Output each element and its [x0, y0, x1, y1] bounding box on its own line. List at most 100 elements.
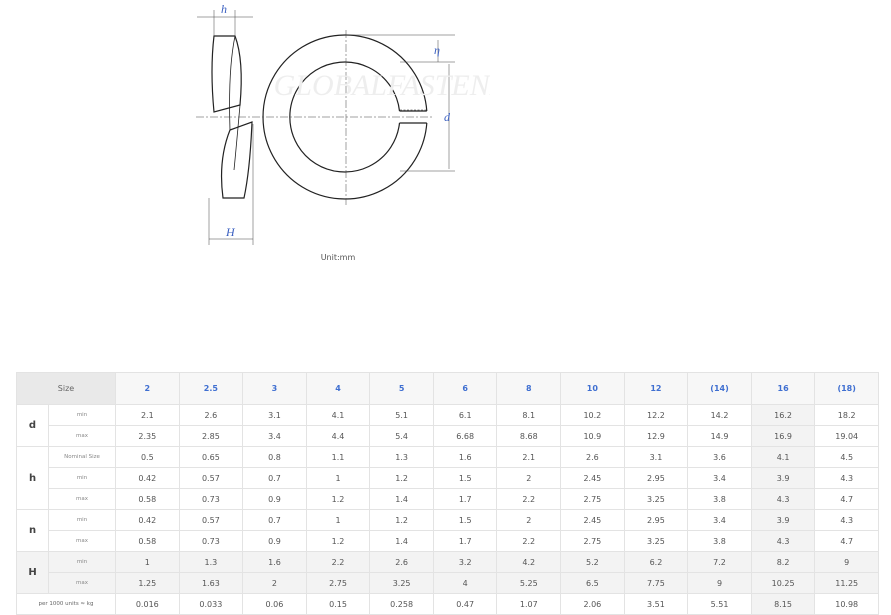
table-cell: 1.07 — [496, 593, 562, 615]
table-cell: 19.04 — [814, 425, 879, 447]
size-column-header: 8 — [496, 372, 562, 405]
table-cell: 1.25 — [115, 572, 180, 594]
table-cell: 2.95 — [623, 467, 689, 489]
table-cell: 0.58 — [115, 530, 180, 552]
table-cell: 4.3 — [814, 467, 879, 489]
table-cell: 1.3 — [369, 446, 434, 468]
table-row: d min 2.1 2.6 3.1 4.1 5.1 6.1 8.1 10.2 12.2 14.2 16.… — [16, 404, 879, 447]
table-cell: 1.4 — [369, 530, 434, 552]
table-cell: 7.75 — [623, 572, 689, 594]
table-cell: 2.75 — [560, 530, 625, 552]
table-cell: 3.9 — [750, 467, 816, 489]
table-cell: 1.6 — [432, 446, 498, 468]
table-cell: 1.5 — [432, 467, 498, 489]
table-cell: 4.1 — [750, 446, 816, 468]
table-cell: 1 — [305, 467, 371, 489]
table-cell: 0.57 — [178, 509, 244, 531]
table-cell: 0.73 — [178, 488, 244, 510]
size-column-header: (18) — [814, 372, 879, 405]
table-cell: 1.7 — [432, 488, 498, 510]
size-column-header: 2 — [115, 372, 180, 405]
row-label: max — [47, 425, 117, 447]
table-cell: 5.51 — [687, 593, 752, 615]
table-cell: 0.06 — [242, 593, 307, 615]
table-cell: 8.1 — [496, 404, 562, 426]
table-cell: 3.4 — [687, 509, 752, 531]
size-header: Size — [15, 372, 117, 405]
table-cell: 12.9 — [623, 425, 689, 447]
table-cell: 4.3 — [750, 488, 816, 510]
table-cell: 10.25 — [750, 572, 816, 594]
table-cell: 9 — [687, 572, 752, 594]
table-cell: 16.9 — [750, 425, 816, 447]
row-label: min — [47, 404, 117, 426]
table-cell: 2.2 — [305, 551, 371, 573]
size-column-header: 3 — [242, 372, 307, 405]
table-cell: 2.06 — [560, 593, 625, 615]
table-cell: 0.15 — [305, 593, 371, 615]
dimension-table: Size 2 2.5 3 4 5 6 8 10 12 (14) 16 (18) d min 2.1 2.6 3.… — [15, 372, 879, 615]
table-cell: 9 — [814, 551, 879, 573]
label-h: h — [221, 2, 227, 16]
table-cell: 1.6 — [242, 551, 307, 573]
table-cell: 12.2 — [623, 404, 689, 426]
group-label: h — [16, 446, 49, 510]
row-label: min — [47, 551, 117, 573]
table-row: max 2.35 2.85 3.4 4.4 5.4 6.68 8.68 10.9 12.9 14.9… — [17, 425, 879, 447]
table-cell: 1.4 — [369, 488, 434, 510]
table-cell: 1.7 — [432, 530, 498, 552]
size-column-header: 16 — [750, 372, 816, 405]
table-cell: 0.42 — [115, 509, 180, 531]
table-cell: 3.25 — [623, 530, 689, 552]
table-cell: 0.033 — [178, 593, 244, 615]
table-cell: 7.2 — [687, 551, 752, 573]
size-column-header: 4 — [305, 372, 371, 405]
table-cell: 2.45 — [560, 509, 625, 531]
table-cell: 5.4 — [369, 425, 434, 447]
table-cell: 8.15 — [750, 593, 816, 615]
table-cell: 4.2 — [496, 551, 562, 573]
table-row: n min 0.42 0.57 0.7 1 1.2 1.5 2 2.45 2.95 3.4 3.9 4.3 — [16, 509, 879, 552]
size-column-header: 10 — [560, 372, 625, 405]
table-cell: 1.1 — [305, 446, 371, 468]
table-cell: 4.7 — [814, 530, 879, 552]
size-column-header: (14) — [687, 372, 752, 405]
table-cell: 3.6 — [687, 446, 752, 468]
table-cell: 3.9 — [750, 509, 816, 531]
table-row: min 0.42 0.57 0.7 1 1.2 1.5 2 2.45 2.95 3.4 3.9 4.3 — [17, 467, 879, 489]
group-label: H — [16, 551, 49, 594]
row-label: max — [47, 572, 117, 594]
table-row: max 1.25 1.63 2 2.75 3.25 4 5.25 6.5 7.75 9 10.25 11… — [17, 572, 879, 594]
table-cell: 2.1 — [496, 446, 562, 468]
table-cell: 2.6 — [178, 404, 244, 426]
weight-label: per 1000 units ≈ kg — [15, 593, 117, 615]
table-cell: 4.3 — [814, 509, 879, 531]
table-cell: 6.2 — [623, 551, 689, 573]
table-cell: 3.51 — [623, 593, 689, 615]
table-cell: 8.2 — [750, 551, 816, 573]
table-cell: 0.9 — [242, 488, 307, 510]
table-cell: 11.25 — [814, 572, 879, 594]
table-cell: 10.9 — [560, 425, 625, 447]
watermark-logo: GLOBALFASTENER — [274, 69, 490, 102]
table-cell: 0.7 — [242, 467, 307, 489]
table-cell: 6.68 — [432, 425, 498, 447]
table-row: max 0.58 0.73 0.9 1.2 1.4 1.7 2.2 2.75 3.25 3.8 4.3… — [17, 488, 879, 510]
table-cell: 3.25 — [623, 488, 689, 510]
table-cell: 2.6 — [560, 446, 625, 468]
table-cell: 14.9 — [687, 425, 752, 447]
table-cell: 4.3 — [750, 530, 816, 552]
table-cell: 2.2 — [496, 488, 562, 510]
table-cell: 4 — [432, 572, 498, 594]
table-cell: 3.2 — [432, 551, 498, 573]
size-column-header: 6 — [432, 372, 498, 405]
table-cell: 0.258 — [369, 593, 434, 615]
table-cell: 0.57 — [178, 467, 244, 489]
table-cell: 2 — [496, 509, 562, 531]
table-cell: 3.4 — [687, 467, 752, 489]
table-cell: 2.75 — [305, 572, 371, 594]
row-label: Nominal Size — [47, 446, 117, 468]
table-cell: 4.7 — [814, 488, 879, 510]
table-cell: 4.1 — [305, 404, 371, 426]
table-row: h Nominal Size 0.5 0.65 0.8 1.1 1.3 1.6 2.1 2.6 3.… — [16, 446, 879, 510]
